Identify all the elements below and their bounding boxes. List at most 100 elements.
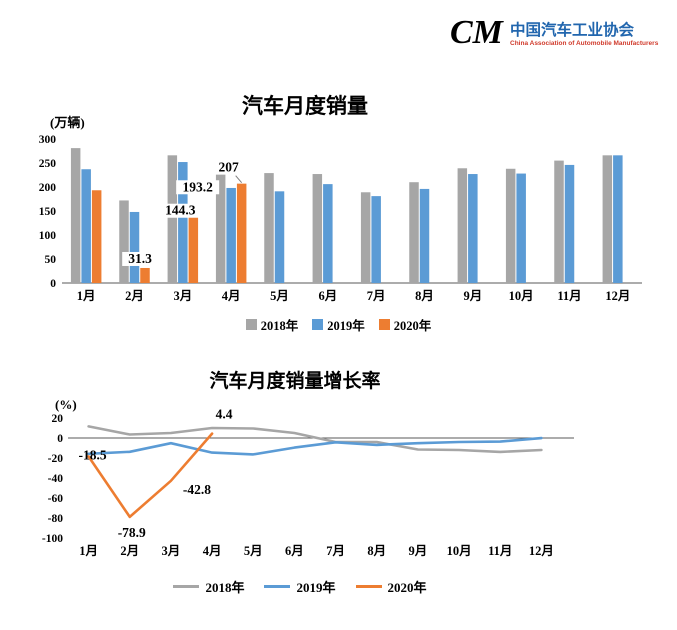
x-tick-label: 11月 bbox=[488, 544, 512, 558]
x-tick-label: 12月 bbox=[605, 289, 630, 303]
x-tick-label: 4月 bbox=[203, 544, 222, 558]
caam-logo-mark-icon: CM bbox=[450, 14, 504, 51]
bar-2020年-3月 bbox=[188, 213, 199, 283]
x-tick-label: 4月 bbox=[222, 289, 241, 303]
label-leader-line bbox=[235, 175, 243, 183]
bar-2019年-10月 bbox=[516, 173, 526, 283]
bar-2019年-5月 bbox=[274, 191, 285, 283]
legend-label-2019: 2019年 bbox=[327, 319, 365, 333]
legend-label-line-2019: 2019年 bbox=[296, 580, 336, 595]
legend-item-line-2019: 2019年 bbox=[264, 577, 336, 596]
line-2020年 bbox=[87, 432, 214, 519]
bar-value-label: 31.3 bbox=[128, 251, 152, 266]
bar-2018年-12月 bbox=[602, 155, 613, 283]
bar-2018年-7月 bbox=[360, 192, 371, 283]
legend-line-swatch-2020 bbox=[355, 584, 382, 589]
bar-2018年-8月 bbox=[409, 182, 419, 283]
line-value-label: 4.4 bbox=[216, 407, 233, 422]
bar-value-label: 207 bbox=[219, 160, 240, 175]
y-tick-label: 0 bbox=[50, 278, 56, 290]
x-tick-label: 11月 bbox=[557, 289, 581, 303]
bar-label-bg bbox=[214, 160, 243, 175]
legend-swatch-2020 bbox=[378, 319, 390, 330]
growth-line-chart: 20 0 -20 -40 -60 -80 -100 1月 2月 3月 4月 5月 6月 7月 8月 9月 10月… bbox=[42, 407, 574, 558]
x-tick-label: 7月 bbox=[326, 544, 345, 558]
y-tick-label: 150 bbox=[39, 206, 57, 218]
bar-2019年-1月 bbox=[81, 169, 91, 283]
bar-2018年-2月 bbox=[119, 200, 129, 283]
legend-swatch-2018 bbox=[245, 319, 257, 330]
bar-value-label: 193.2 bbox=[182, 179, 213, 194]
legend-line-swatch-2018 bbox=[173, 584, 200, 589]
y-tick-label: 300 bbox=[39, 134, 57, 146]
legend-item-2018: 2018年 bbox=[245, 315, 298, 334]
bar-2019年-4月 bbox=[226, 187, 236, 283]
x-tick-label: 8月 bbox=[367, 544, 386, 558]
bar-2020年-1月 bbox=[91, 190, 102, 283]
bar-2019年-11月 bbox=[564, 164, 575, 283]
x-tick-label: 2月 bbox=[125, 289, 144, 303]
bar-2019年-2月 bbox=[129, 211, 140, 283]
growth-chart-legend: 2018年 2019年 2020年 bbox=[0, 577, 600, 596]
line-2018年 bbox=[87, 425, 543, 454]
x-tick-label: 5月 bbox=[244, 544, 263, 558]
line-value-label: -78.9 bbox=[118, 525, 146, 540]
y-tick-label: -40 bbox=[48, 473, 64, 485]
bar-2019年-12月 bbox=[613, 155, 623, 283]
sales-chart-unit-label: (万辆) bbox=[50, 115, 85, 130]
sales-bar-chart: 0 50 100 150 200 250 300 1月 2月 3月 4月 5月 6月 7月 8月 9月 10月 1… bbox=[39, 134, 642, 303]
y-tick-label: 50 bbox=[45, 254, 57, 266]
bar-2018年-6月 bbox=[312, 174, 323, 283]
sales-chart-legend: 2018年 2019年 2020年 bbox=[0, 315, 677, 334]
caam-logo: CM 中国汽车工业协会 China Association of Automob… bbox=[450, 12, 658, 52]
line-value-label: -42.8 bbox=[183, 482, 211, 497]
line-2019年 bbox=[87, 436, 543, 456]
bar-2020年-4月 bbox=[236, 183, 247, 283]
sales-chart-title: 汽车月度销量 bbox=[242, 94, 368, 118]
y-tick-label: -100 bbox=[42, 533, 63, 545]
legend-item-line-2018: 2018年 bbox=[173, 577, 244, 596]
bar-2018年-10月 bbox=[505, 168, 516, 283]
y-tick-label: 250 bbox=[39, 158, 57, 170]
bar-label-bg bbox=[176, 180, 220, 195]
x-tick-label: 6月 bbox=[285, 544, 304, 558]
bar-2019年-6月 bbox=[323, 184, 333, 283]
bar-2019年-9月 bbox=[468, 174, 478, 283]
legend-label-line-2018: 2018年 bbox=[205, 580, 245, 595]
x-tick-label: 2月 bbox=[120, 544, 139, 558]
x-tick-label: 9月 bbox=[463, 289, 482, 303]
x-tick-label: 1月 bbox=[77, 289, 96, 303]
bar-2018年-9月 bbox=[457, 168, 468, 283]
bar-label-bg bbox=[158, 203, 202, 218]
y-tick-label: 100 bbox=[39, 230, 57, 242]
x-tick-label: 8月 bbox=[415, 289, 434, 303]
x-tick-label: 3月 bbox=[173, 289, 192, 303]
x-tick-label: 9月 bbox=[409, 544, 428, 558]
y-tick-label: -20 bbox=[48, 453, 64, 465]
x-tick-label: 5月 bbox=[270, 289, 289, 303]
y-tick-label: -80 bbox=[48, 513, 64, 525]
bar-value-label: 144.3 bbox=[165, 203, 196, 218]
legend-item-2020: 2020年 bbox=[378, 315, 432, 334]
bar-2018年-4月 bbox=[215, 171, 226, 283]
bar-2019年-3月 bbox=[178, 162, 188, 283]
bar-2018年-11月 bbox=[554, 160, 564, 283]
y-tick-label: -60 bbox=[48, 493, 64, 505]
caam-logo-mark-text: CM bbox=[450, 14, 504, 51]
y-tick-label: 200 bbox=[39, 182, 57, 194]
bar-label-bg bbox=[122, 251, 158, 266]
x-tick-label: 6月 bbox=[318, 289, 337, 303]
x-tick-label: 10月 bbox=[447, 544, 472, 558]
caam-org-name: 中国汽车工业协会 bbox=[510, 21, 635, 39]
x-tick-label: 7月 bbox=[367, 289, 386, 303]
y-tick-label: 20 bbox=[52, 413, 64, 425]
growth-chart-unit-label: (%) bbox=[55, 397, 77, 412]
x-tick-label: 10月 bbox=[509, 289, 534, 303]
bar-2019年-8月 bbox=[419, 188, 430, 283]
caam-org-name-en: China Association of Automobile Manufact… bbox=[510, 39, 659, 47]
y-tick-label: 0 bbox=[57, 433, 63, 445]
legend-label-2020: 2020年 bbox=[393, 319, 432, 333]
x-tick-label: 3月 bbox=[162, 544, 181, 558]
bar-2018年-1月 bbox=[70, 148, 81, 283]
bar-2019年-7月 bbox=[371, 196, 381, 283]
